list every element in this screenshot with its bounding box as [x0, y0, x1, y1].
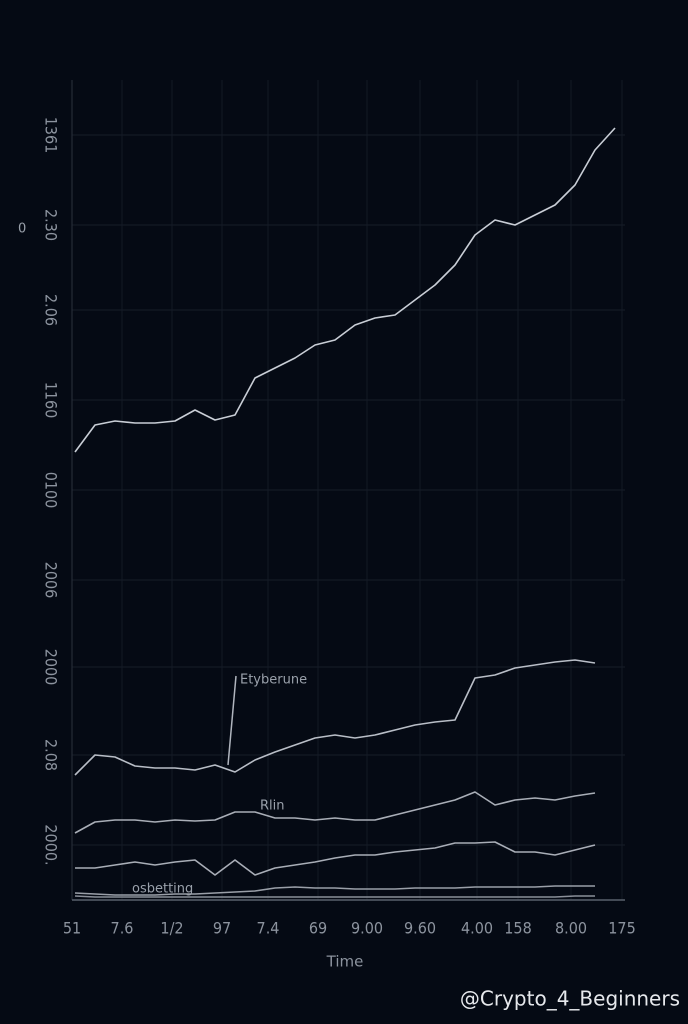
x-tick-label: 9.00: [351, 919, 383, 938]
line: [74, 895, 595, 898]
annotation: osbetting: [132, 882, 193, 897]
annotation: Rlin: [260, 799, 285, 814]
x-tick-label: 9.60: [404, 919, 436, 938]
x-tick-label: 51: [63, 919, 81, 938]
y-tick-label: 2000: [42, 649, 61, 686]
line: [74, 885, 595, 896]
y-tick-label: 2000.: [42, 824, 61, 865]
x-tick-label: 7.4: [257, 919, 280, 938]
line: [74, 659, 596, 776]
annotation: 0: [18, 222, 26, 237]
x-tick-label: 8.00: [555, 919, 587, 938]
x-tick-label: 7.6: [111, 919, 134, 938]
line: [74, 791, 596, 834]
annotation: Etyberune: [240, 673, 307, 688]
y-tick-label: 1361: [42, 117, 61, 154]
x-tick-label: 1/2: [160, 919, 183, 938]
x-tick-label: 69: [309, 919, 327, 938]
annotation-pointer: [227, 675, 237, 766]
line: [75, 841, 596, 876]
y-tick-label: 2.30: [42, 209, 61, 241]
x-tick-label: 97: [213, 919, 231, 938]
y-tick-label: 2.08: [42, 739, 61, 771]
x-tick-label: 4.00: [461, 919, 493, 938]
x-tick-label: 158: [504, 919, 531, 938]
x-tick-label: 175: [608, 919, 635, 938]
y-tick-label: 1160: [42, 382, 61, 419]
y-tick-label: 2.06: [42, 294, 61, 326]
watermark: @Crypto_4_Beginners: [460, 987, 680, 1011]
line: [74, 127, 616, 453]
x-axis-label: Time: [326, 953, 364, 971]
y-tick-label: 2006: [42, 562, 61, 599]
y-tick-label: 0100: [42, 472, 61, 509]
